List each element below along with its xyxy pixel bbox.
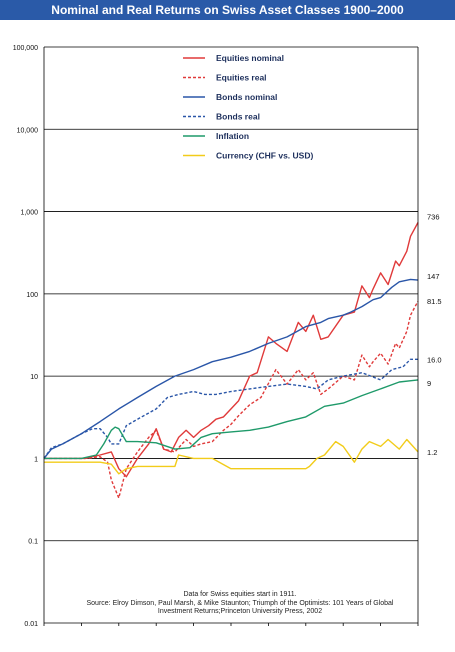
legend-label-5: Currency (CHF vs. USD): [216, 151, 313, 161]
end-label-1: 81.5: [427, 297, 442, 306]
y-tick-label: 0.01: [24, 621, 38, 628]
series-line-4: [44, 379, 419, 460]
legend-label-4: Inflation: [216, 131, 249, 141]
end-label-3: 16.0: [427, 355, 442, 364]
chart-plot: 100,00010,0001,0001001010.10.01190019101…: [13, 45, 442, 628]
series-line-0: [44, 222, 419, 478]
end-label-2: 147: [427, 272, 440, 281]
y-tick-label: 100: [26, 292, 38, 299]
series-layer: [43, 222, 419, 499]
y-tick-label: 0.1: [28, 539, 38, 546]
chart-title: Nominal and Real Returns on Swiss Asset …: [0, 0, 455, 20]
series-line-5: [44, 438, 419, 475]
end-label-5: 1.2: [427, 448, 437, 457]
chart-legend: Equities nominal Equities real Bonds nomin…: [183, 53, 313, 161]
y-tick-label: 1: [34, 456, 38, 463]
end-label-0: 736: [427, 213, 440, 222]
series-line-2: [43, 278, 419, 459]
y-tick-label: 10: [30, 374, 38, 381]
grid-layer: [44, 46, 418, 624]
legend-label-3: Bonds real: [216, 112, 260, 122]
note-data-start: Data for Swiss equities start in 1911.: [183, 591, 297, 598]
end-labels: 736 81.5 147 16.0 9 1.2: [427, 213, 442, 457]
end-label-4: 9: [427, 379, 431, 388]
axis-layer: 100,00010,0001,0001001010.10.01190019101…: [13, 45, 419, 628]
legend-label-2: Bonds nominal: [216, 92, 277, 102]
y-tick-label: 10,000: [17, 127, 39, 134]
legend-label-0: Equities nominal: [216, 53, 284, 63]
y-tick-label: 1,000: [20, 210, 38, 217]
y-tick-label: 100,000: [13, 45, 38, 52]
note-publisher: Investment Returns;Princeton University …: [157, 608, 323, 615]
note-source: Source: Elroy Dimson, Paul Marsh, & Mike…: [86, 600, 394, 607]
series-line-3: [43, 358, 418, 459]
legend-label-1: Equities real: [216, 73, 267, 83]
